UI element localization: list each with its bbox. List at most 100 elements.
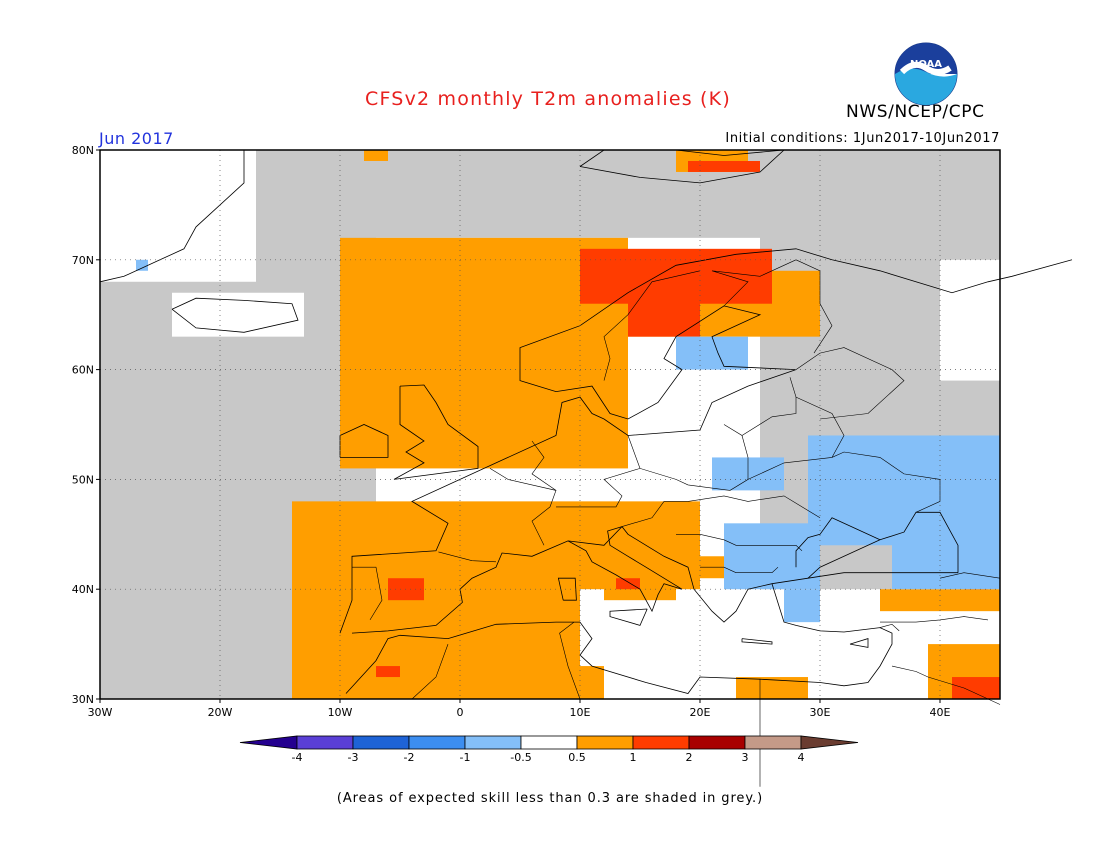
noaa-logo-icon: NOAA [894, 42, 958, 106]
colorbar-segment [239, 735, 298, 750]
lat-tick-label: 40N [72, 583, 94, 596]
country-border [603, 270, 701, 381]
colorbar-segment [296, 735, 354, 750]
chart-title: CFSv2 monthly T2m anomalies (K) [365, 88, 731, 110]
lat-tick-label: 70N [72, 254, 94, 267]
coastline [741, 638, 773, 645]
colorbar-tick-label: -2 [404, 751, 415, 764]
coastline [879, 511, 959, 573]
colorbar-tick-label: -0.5 [510, 751, 531, 764]
lon-tick-label: 10W [328, 706, 353, 719]
anomaly-cell [364, 150, 388, 161]
coastline [567, 526, 683, 613]
colorbar-segment [744, 735, 802, 750]
country-border [879, 623, 900, 632]
anomaly-cell [556, 523, 580, 535]
colorbar-segment [576, 735, 634, 750]
country-border [438, 551, 497, 563]
country-border [352, 566, 383, 621]
colorbar-segment [464, 735, 522, 750]
colorbar-segment [632, 735, 690, 750]
coastline [557, 577, 577, 601]
coastline [393, 384, 479, 480]
coastlines [99, 149, 1073, 787]
lat-tick-label: 60N [72, 364, 94, 377]
anomaly-cell [688, 160, 760, 172]
coastline [987, 259, 1073, 283]
coastline [795, 517, 881, 579]
country-border [741, 377, 797, 436]
coastline [99, 150, 245, 283]
coastline [339, 369, 797, 634]
anomaly-cell [172, 292, 304, 337]
country-border [795, 396, 845, 458]
country-border [795, 259, 833, 354]
country-border [939, 572, 1001, 579]
anomaly-cell [364, 578, 388, 612]
colorbar-segment [520, 735, 578, 750]
colorbar: -4 -3 -2 -1 -0.5 0.5 1 2 3 4 [239, 735, 859, 764]
lon-tick-label: 0 [457, 706, 464, 719]
anomaly-cell [100, 150, 256, 282]
lat-tick-label: 50N [72, 473, 94, 486]
country-border [621, 495, 821, 527]
colorbar-segment [688, 735, 746, 750]
anomaly-cell [736, 677, 808, 699]
country-border [747, 451, 941, 513]
colorbar-tick-label: 1 [630, 751, 637, 764]
lon-tick-label: 20E [690, 706, 711, 719]
country-border [411, 643, 449, 700]
lon-tick-label: 30E [810, 706, 831, 719]
colorbar-tick-label: 3 [742, 751, 749, 764]
coastline [609, 608, 648, 626]
anomaly-cell [544, 622, 580, 645]
lat-tick-label: 80N [72, 144, 94, 157]
country-border [891, 665, 1001, 705]
colorbar-tick-label: -4 [292, 751, 303, 764]
country-border [627, 435, 641, 469]
anomaly-cell [556, 369, 616, 392]
coastline [351, 525, 958, 634]
lon-tick-label: 40E [930, 706, 951, 719]
noaa-logo-text: NOAA [910, 59, 942, 70]
coastline [171, 297, 299, 333]
coastline [339, 424, 389, 458]
anomaly-cell [376, 666, 400, 678]
colorbar-segment [408, 735, 466, 750]
anomaly-cell [376, 644, 448, 689]
initial-conditions: Initial conditions: 1Jun2017-10Jun2017 [725, 131, 1000, 146]
forecast-month: Jun 2017 [99, 129, 174, 148]
anomaly-cell [940, 259, 1000, 381]
colorbar-tick-label: 2 [686, 751, 693, 764]
organization-label: NWS/NCEP/CPC [846, 102, 985, 122]
lat-tick-label: 30N [72, 693, 94, 706]
country-border [531, 440, 557, 491]
anomaly-cell [724, 523, 820, 590]
coastline [849, 638, 869, 648]
lon-tick-label: 10E [570, 706, 591, 719]
anomaly-cell [784, 589, 820, 623]
colorbar-segment [352, 735, 410, 750]
anomaly-cell [892, 501, 1000, 590]
anomaly-cell [676, 336, 748, 370]
coastline [519, 248, 989, 420]
lon-tick-label: 20W [208, 706, 233, 719]
anomaly-cell [952, 677, 1000, 699]
anomaly-cell [616, 578, 640, 590]
country-border [795, 347, 905, 420]
lon-tick-label: 30W [88, 706, 113, 719]
anomaly-cell [136, 259, 148, 271]
map-frame [99, 149, 1001, 700]
coastline [345, 583, 893, 694]
colorbar-tick-label: -3 [348, 751, 359, 764]
colorbar-tick-label: -1 [460, 751, 471, 764]
colorbar-tick-label: 4 [798, 751, 805, 764]
graticule [100, 150, 1000, 699]
anomaly-cell [628, 281, 700, 337]
skill-caption: (Areas of expected skill less than 0.3 a… [336, 791, 764, 806]
country-border [559, 621, 581, 700]
country-border [711, 259, 797, 307]
country-border [880, 616, 989, 623]
country-border [676, 533, 803, 552]
